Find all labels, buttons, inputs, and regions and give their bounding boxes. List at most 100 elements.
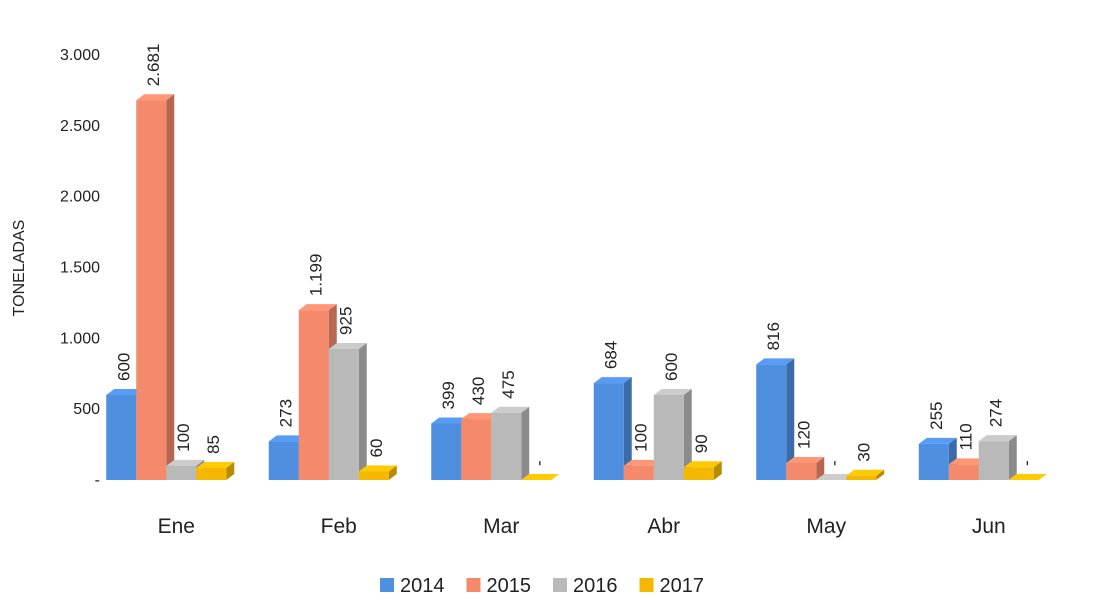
bar-top: [431, 417, 470, 424]
legend-label: 2014: [400, 575, 445, 597]
legend-label: 2017: [660, 575, 705, 597]
bar-top: [816, 474, 855, 480]
x-tick-label: Abr: [647, 515, 680, 538]
bar-side: [876, 469, 885, 480]
bar-side: [166, 94, 175, 481]
bar-side: [521, 406, 530, 480]
bar: [196, 467, 227, 480]
bar-top: [623, 459, 662, 466]
value-label: 100: [632, 423, 651, 451]
value-label: 255: [927, 402, 946, 430]
bar-side: [816, 457, 825, 480]
bar: [106, 395, 137, 480]
value-label: 684: [602, 341, 621, 369]
legend-label: 2015: [487, 575, 532, 597]
value-label: -: [529, 460, 548, 466]
x-tick-label: May: [806, 515, 846, 538]
bar: [846, 475, 877, 480]
bar: [491, 412, 522, 480]
bar: [918, 443, 949, 480]
value-label: 2.681: [144, 44, 163, 87]
bar-top: [846, 469, 885, 476]
bar-top: [461, 413, 500, 420]
value-label: 600: [662, 353, 681, 381]
x-tick-label: Mar: [483, 515, 519, 538]
bar-top: [521, 474, 560, 480]
y-tick-label: 500: [73, 401, 100, 418]
value-label: 110: [957, 423, 976, 450]
bar-top: [196, 461, 235, 468]
bar: [136, 100, 167, 481]
bar: [268, 441, 299, 480]
value-label: 274: [987, 399, 1006, 427]
y-tick-label: -: [95, 472, 100, 489]
bar: [431, 423, 462, 480]
value-label: 475: [499, 370, 518, 398]
bar: [298, 310, 329, 480]
legend-swatch: [466, 578, 481, 592]
y-tick-label: 2.000: [60, 189, 100, 206]
legend-swatch: [639, 578, 654, 592]
bar-side: [358, 342, 367, 480]
bar-top: [593, 377, 632, 384]
bar: [166, 465, 197, 480]
y-tick-label: 2.500: [60, 118, 100, 135]
bar-side: [1008, 435, 1017, 480]
bar: [623, 465, 654, 480]
value-label: 30: [854, 443, 873, 462]
bar-top: [268, 435, 307, 442]
value-label: 600: [114, 353, 133, 381]
bar-top: [328, 342, 367, 349]
value-label: 1.199: [307, 254, 326, 297]
bar-side: [786, 358, 795, 480]
bar: [978, 441, 1009, 480]
bar: [461, 419, 492, 480]
x-tick-label: Jun: [972, 515, 1006, 538]
bar-top: [298, 304, 337, 311]
x-tick-label: Ene: [158, 515, 195, 538]
legend-swatch: [380, 578, 394, 592]
value-label: 399: [439, 381, 458, 409]
bar-top: [786, 457, 825, 463]
bar: [328, 348, 359, 480]
bar-side: [388, 465, 397, 480]
bar-side: [623, 377, 632, 480]
bar: [756, 364, 787, 480]
bar-top: [978, 435, 1017, 442]
legend-label: 2016: [573, 575, 618, 597]
value-label: 430: [469, 377, 488, 405]
value-label: -: [824, 460, 843, 466]
bar-top: [948, 458, 987, 465]
bar-top: [358, 465, 397, 472]
bar-top: [106, 389, 145, 395]
bar-side: [713, 461, 722, 480]
bar: [358, 471, 389, 480]
value-label: 120: [794, 421, 813, 449]
legend-swatch: [553, 578, 567, 592]
bar: [948, 464, 979, 480]
y-tick-label: 3.000: [60, 47, 100, 64]
value-label: 90: [692, 434, 711, 453]
value-label: 85: [204, 435, 223, 454]
bar-side: [683, 389, 692, 480]
y-tick-label: 1.000: [60, 330, 100, 347]
bar-top: [166, 459, 205, 466]
value-label: 816: [764, 322, 783, 350]
bar-side: [226, 461, 235, 480]
x-tick-label: Feb: [321, 515, 357, 538]
bar-top: [918, 437, 957, 444]
value-label: 273: [277, 399, 296, 427]
bar-top: [136, 94, 175, 101]
bar: [683, 467, 714, 480]
bar-top: [756, 358, 795, 365]
bar: [786, 463, 817, 480]
bar-top: [1008, 474, 1047, 480]
value-label: 100: [174, 423, 193, 451]
value-label: 925: [337, 307, 356, 335]
value-label: -: [1017, 460, 1036, 466]
y-axis-label: TONELADAS: [11, 220, 28, 317]
bar-top: [683, 461, 722, 468]
bar-top: [653, 389, 692, 395]
bar-top: [491, 406, 530, 413]
